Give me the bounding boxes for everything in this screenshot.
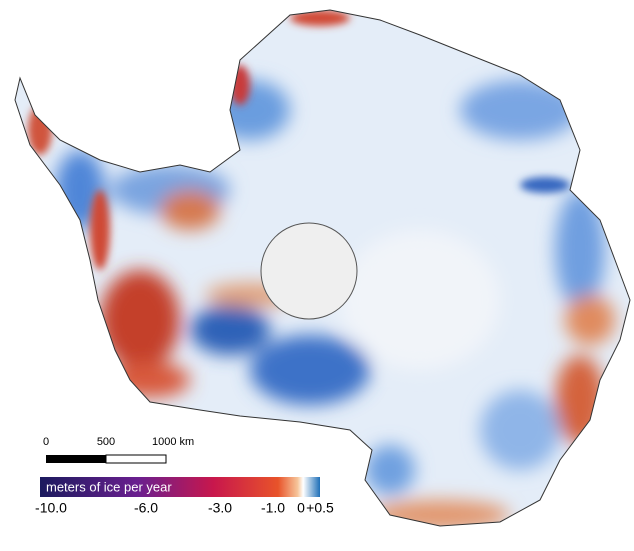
colorbar-tick: -6.0 (134, 500, 158, 516)
colorbar-tick: -1.0 (261, 500, 285, 516)
colorbar-title: meters of ice per year (46, 479, 172, 494)
scale-segment (105, 454, 167, 464)
colorbar: meters of ice per year -10.0 -6.0 -3.0 -… (35, 477, 334, 516)
scale-label: 0 (43, 436, 49, 448)
colorbar-tick: -10.0 (35, 500, 67, 516)
scale-segment (46, 455, 106, 463)
scale-label: 500 (97, 436, 115, 448)
colorbar-ramp (40, 477, 320, 497)
scale-bar: 0 500 1000 km (43, 436, 194, 464)
colorbar-tick: +0.5 (306, 500, 334, 516)
colorbar-tick: 0 (297, 500, 305, 516)
scale-label: 1000 km (152, 436, 194, 448)
colorbar-tick: -3.0 (208, 500, 232, 516)
pole-hole (260, 222, 358, 320)
